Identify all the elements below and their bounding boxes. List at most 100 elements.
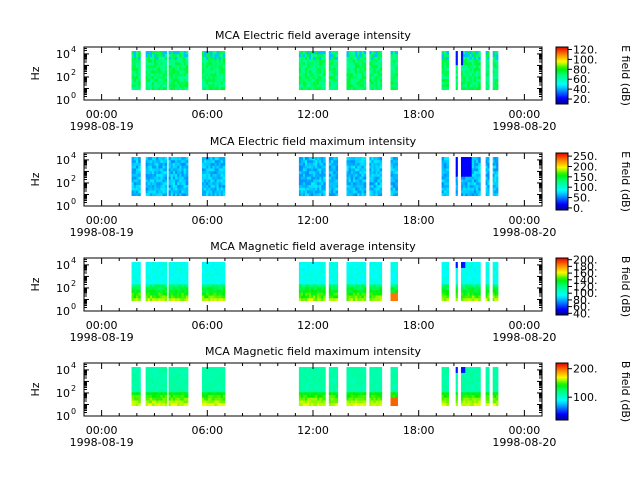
spectrogram-cell xyxy=(179,273,182,277)
spectrogram-cell xyxy=(133,278,137,282)
spectrogram-cell xyxy=(160,53,163,57)
spectrogram-cell xyxy=(300,62,304,66)
spectrogram-cell xyxy=(175,192,178,197)
spectrogram-cell xyxy=(494,75,497,80)
spectrogram-cell xyxy=(363,84,367,88)
spectrogram-cell xyxy=(152,67,155,71)
spectrogram-cell xyxy=(441,170,445,174)
spectrogram-cell xyxy=(373,264,376,268)
spectrogram-cell xyxy=(204,190,207,194)
spectrogram-cell xyxy=(395,297,398,302)
spectrogram-cell xyxy=(138,187,141,191)
spectrogram-cell xyxy=(369,289,372,293)
spectrogram-cell xyxy=(460,168,464,172)
spectrogram-cell xyxy=(307,273,310,277)
spectrogram-cell xyxy=(311,275,314,279)
spectrogram-cell xyxy=(377,51,381,55)
spectrogram-cell xyxy=(471,289,475,293)
spectrogram-cell xyxy=(377,78,381,82)
spectrogram-cell xyxy=(210,383,213,387)
spectrogram-cell xyxy=(220,394,224,398)
spectrogram-cell xyxy=(333,67,336,71)
spectrogram-cell xyxy=(158,75,161,80)
spectrogram-cell xyxy=(492,273,495,277)
spectrogram-cell xyxy=(476,62,479,66)
spectrogram-cell xyxy=(305,262,308,266)
spectrogram-cell xyxy=(309,400,312,404)
spectrogram-cell xyxy=(328,375,332,379)
spectrogram-cell xyxy=(138,75,141,80)
spectrogram-cell xyxy=(467,289,470,293)
spectrogram-cell xyxy=(216,190,220,194)
spectrogram-cell xyxy=(298,170,302,174)
spectrogram-cell xyxy=(373,281,376,285)
spectrogram-cell xyxy=(160,75,163,80)
spectrogram-cell xyxy=(185,372,189,376)
spectrogram-cell xyxy=(185,53,189,57)
spectrogram-cell xyxy=(181,176,185,180)
spectrogram-cell xyxy=(392,184,396,188)
spectrogram-cell xyxy=(131,176,135,180)
spectrogram-cell xyxy=(208,168,211,172)
spectrogram-cell xyxy=(298,192,302,197)
spectrogram-cell xyxy=(160,62,163,66)
spectrogram-cell xyxy=(168,168,172,172)
spectrogram-cell xyxy=(390,278,394,282)
spectrogram-cell xyxy=(361,267,365,271)
spectrogram-cell xyxy=(476,73,479,77)
spectrogram-cell xyxy=(172,289,176,293)
spectrogram-cell xyxy=(204,179,207,183)
spectrogram-cell xyxy=(379,292,383,296)
spectrogram-cell xyxy=(494,51,497,55)
spectrogram-cell xyxy=(170,70,174,74)
spectrogram-cell xyxy=(175,378,178,382)
spectrogram-cell xyxy=(328,187,332,191)
spectrogram-cell xyxy=(455,73,457,77)
spectrogram-cell xyxy=(164,51,168,55)
spectrogram-cell xyxy=(179,369,182,373)
spectrogram-cell xyxy=(177,75,180,80)
spectrogram-cell xyxy=(328,380,332,384)
spectrogram-cell xyxy=(496,184,499,188)
spectrogram-cell xyxy=(485,168,488,172)
y-tick-exponent: 0 xyxy=(71,91,76,100)
spectrogram-cell xyxy=(302,75,306,80)
spectrogram-cell xyxy=(204,383,207,387)
spectrogram-cell xyxy=(172,400,176,404)
spectrogram-cell xyxy=(147,369,151,373)
spectrogram-cell xyxy=(359,62,362,66)
spectrogram-cell xyxy=(154,369,157,373)
spectrogram-cell xyxy=(172,78,176,82)
spectrogram-cell xyxy=(348,190,352,194)
spectrogram-cell xyxy=(463,86,466,91)
spectrogram-cell xyxy=(335,369,339,373)
spectrogram-cell xyxy=(355,184,358,188)
spectrogram-cell xyxy=(311,53,314,57)
spectrogram-cell xyxy=(350,165,354,169)
spectrogram-cell xyxy=(352,375,356,379)
spectrogram-cell xyxy=(390,59,394,63)
spectrogram-cell xyxy=(355,292,358,296)
spectrogram-cell xyxy=(359,81,362,85)
spectrogram-cell xyxy=(309,369,312,373)
spectrogram-cell xyxy=(309,264,312,268)
spectrogram-cell xyxy=(373,62,376,66)
spectrogram-cell xyxy=(456,284,458,288)
spectrogram-cell xyxy=(313,53,316,57)
spectrogram-cell xyxy=(149,284,153,288)
spectrogram-cell xyxy=(135,275,139,279)
spectrogram-cell xyxy=(363,75,367,80)
spectrogram-cell xyxy=(456,270,458,274)
spectrogram-cell xyxy=(317,367,320,371)
spectrogram-cell xyxy=(346,383,350,387)
spectrogram-cell xyxy=(305,372,308,376)
spectrogram-cell xyxy=(147,400,151,404)
spectrogram-cell xyxy=(206,86,209,91)
spectrogram-cell xyxy=(456,184,458,188)
spectrogram-cell xyxy=(346,289,350,293)
spectrogram-cell xyxy=(135,73,139,77)
spectrogram-cell xyxy=(216,378,220,382)
spectrogram-cell xyxy=(333,75,336,80)
spectrogram-cell xyxy=(222,53,226,57)
spectrogram-cell xyxy=(156,159,159,163)
